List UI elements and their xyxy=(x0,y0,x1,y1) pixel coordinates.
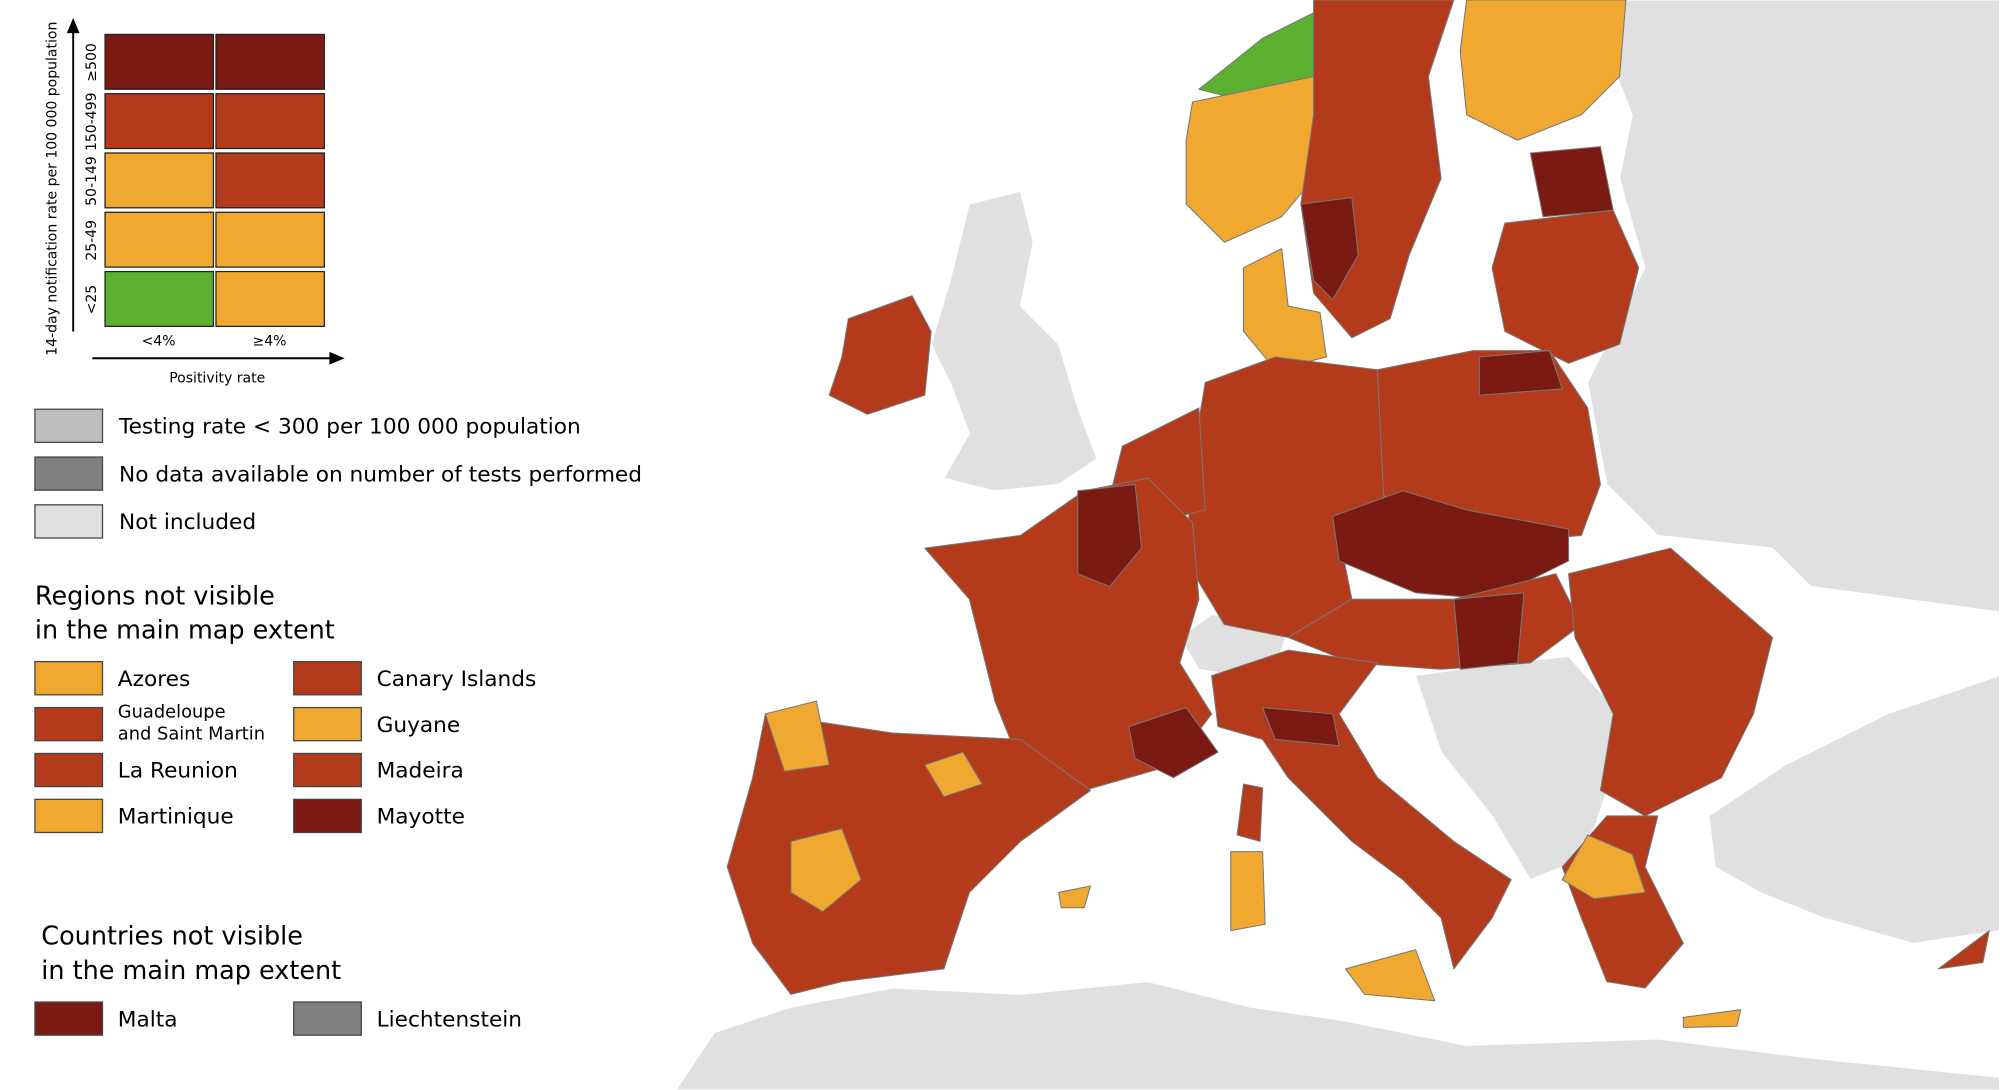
key-label: Malta xyxy=(118,1007,178,1032)
map xyxy=(675,0,2000,1090)
provence xyxy=(1128,707,1219,779)
extremadura xyxy=(790,828,862,913)
row-label: ≥500 xyxy=(84,43,100,81)
greece-north xyxy=(1561,834,1646,900)
row-label: <25 xyxy=(84,285,100,315)
key-label: No data available on number of tests per… xyxy=(119,462,642,487)
key-label: La Reunion xyxy=(118,759,238,784)
sardinia xyxy=(1230,851,1266,932)
hungary-part xyxy=(1453,592,1525,670)
key-label: Testing rate < 300 per 100 000 populatio… xyxy=(118,414,581,439)
corsica xyxy=(1236,783,1264,842)
y-axis-label: 14-day notification rate per 100 000 pop… xyxy=(45,22,61,356)
sweden-south xyxy=(1300,197,1359,301)
key-swatch xyxy=(34,408,104,444)
ireland xyxy=(828,295,932,415)
legend-cell xyxy=(104,33,215,90)
paris xyxy=(1077,483,1143,587)
crete xyxy=(1682,1009,1742,1029)
baltics xyxy=(1491,209,1640,364)
x-arrowhead xyxy=(329,351,345,365)
section-title: in the main map extent xyxy=(35,616,335,646)
legend-cell xyxy=(215,93,325,150)
legend-cell xyxy=(215,152,325,209)
legend-cell xyxy=(104,270,215,327)
balearic xyxy=(1058,885,1092,909)
section-title: in the main map extent xyxy=(41,956,341,986)
emilia xyxy=(1262,707,1340,747)
key-label: Mayotte xyxy=(377,805,465,830)
legend-cell xyxy=(104,152,215,209)
column-label: ≥4% xyxy=(253,333,287,349)
section-title: Countries not visible xyxy=(41,922,303,952)
legend-cell xyxy=(215,270,325,327)
key-label: Guyane xyxy=(377,713,461,738)
key-label: Guadeloupe xyxy=(118,702,226,723)
key-label: Martinique xyxy=(118,805,234,830)
cyprus xyxy=(1937,930,1990,970)
turkey xyxy=(1708,675,2000,944)
key-swatch xyxy=(293,706,362,742)
russia-east xyxy=(1587,0,2000,613)
key-swatch xyxy=(34,798,104,834)
section-title: Regions not visible xyxy=(35,581,275,611)
x-axis-label: Positivity rate xyxy=(169,370,265,386)
key-label: Liechtenstein xyxy=(377,1007,522,1032)
balkans xyxy=(1415,656,1621,881)
norway xyxy=(1185,75,1315,243)
key-label: Canary Islands xyxy=(377,667,537,692)
czechia xyxy=(1332,490,1570,600)
navarra xyxy=(924,751,983,798)
key-swatch xyxy=(34,456,104,491)
denmark xyxy=(1242,248,1327,371)
uk xyxy=(930,190,1098,492)
key-swatch xyxy=(293,798,362,834)
germany xyxy=(1185,356,1385,638)
key-swatch xyxy=(293,1001,362,1036)
row-label: 50-149 xyxy=(84,156,100,206)
poland-ne xyxy=(1478,350,1563,396)
legend-cell xyxy=(215,33,325,90)
key-label: and Saint Martin xyxy=(118,723,265,744)
key-swatch xyxy=(34,661,104,696)
legend-cell xyxy=(215,211,325,268)
romania-bulgaria xyxy=(1568,547,1774,817)
legend: ≥500 150-499 50-149 25-49 <25 <4% ≥4% 14-day no… xyxy=(34,17,642,1036)
row-label: 150-499 xyxy=(84,92,100,151)
key-swatch xyxy=(34,504,104,539)
column-label: <4% xyxy=(142,333,176,349)
key-swatch xyxy=(34,752,104,788)
legend-cell xyxy=(104,93,215,150)
key-label: Not included xyxy=(119,510,256,535)
estonia xyxy=(1529,146,1614,218)
key-label: Madeira xyxy=(377,759,464,784)
row-label: 25-49 xyxy=(84,220,100,261)
legend-cell xyxy=(104,211,215,268)
key-label: Azores xyxy=(118,667,190,692)
key-swatch xyxy=(293,752,362,788)
key-swatch xyxy=(34,1001,104,1036)
key-swatch xyxy=(34,706,104,742)
sicily xyxy=(1344,949,1436,1002)
iberia xyxy=(726,713,1092,995)
key-swatch xyxy=(293,661,362,696)
africa xyxy=(675,981,2000,1090)
y-arrowhead xyxy=(66,17,80,34)
galicia xyxy=(764,700,830,772)
finland xyxy=(1459,0,1627,141)
